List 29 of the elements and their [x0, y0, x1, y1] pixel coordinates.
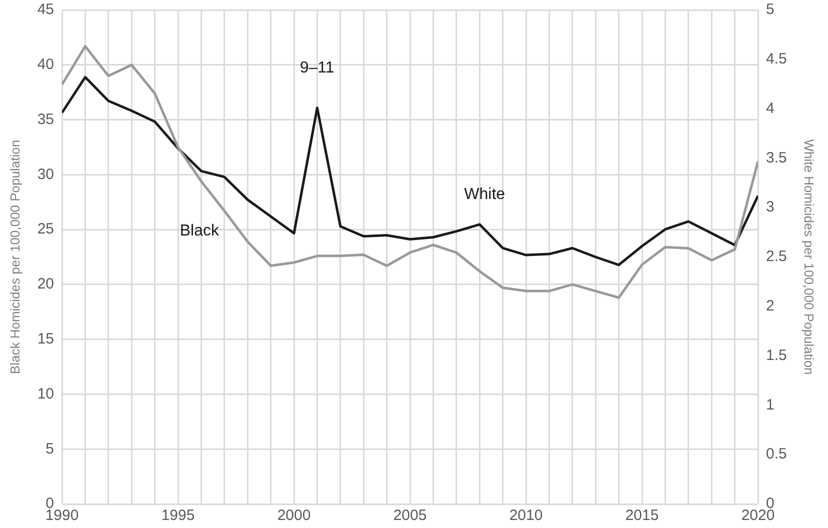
x-tick-label: 2015 [625, 507, 659, 524]
annotation: 9–11 [300, 60, 334, 77]
x-tick-label: 2000 [277, 507, 311, 524]
y2-tick-label: 1 [766, 396, 774, 414]
y2-tick-label: 3 [766, 198, 774, 216]
y2-tick-label: 2.5 [766, 248, 787, 266]
y-tick-label: 40 [37, 56, 54, 74]
y2-tick-label: 3.5 [766, 149, 787, 166]
y-tick-label: 10 [37, 385, 54, 402]
y2-tick-label: 4 [766, 100, 774, 117]
y2-axis-title: White Homicides per 100,000 Population [802, 139, 817, 375]
y-tick-label: 35 [37, 110, 54, 128]
y2-tick-label: 1.5 [766, 346, 787, 364]
y-tick-label: 25 [37, 220, 54, 238]
y2-tick-label: 0.5 [766, 446, 787, 463]
y-axis-title: Black Homicides per 100,000 Population [7, 140, 22, 374]
y2-tick-label: 5 [766, 1, 774, 18]
series-label: Black [180, 222, 220, 240]
y-tick-label: 15 [37, 330, 54, 348]
y-tick-label: 30 [37, 166, 54, 183]
y-tick-label: 20 [37, 276, 54, 293]
x-tick-label: 2005 [393, 507, 427, 524]
y-tick-label: 5 [46, 440, 54, 458]
x-tick-label: 1995 [161, 507, 195, 524]
y2-tick-label: 4.5 [766, 50, 787, 68]
x-tick-label: 2010 [509, 507, 543, 524]
y2-tick-label: 2 [766, 298, 774, 315]
series-label: White [464, 186, 506, 203]
y-tick-label: 45 [37, 1, 54, 18]
